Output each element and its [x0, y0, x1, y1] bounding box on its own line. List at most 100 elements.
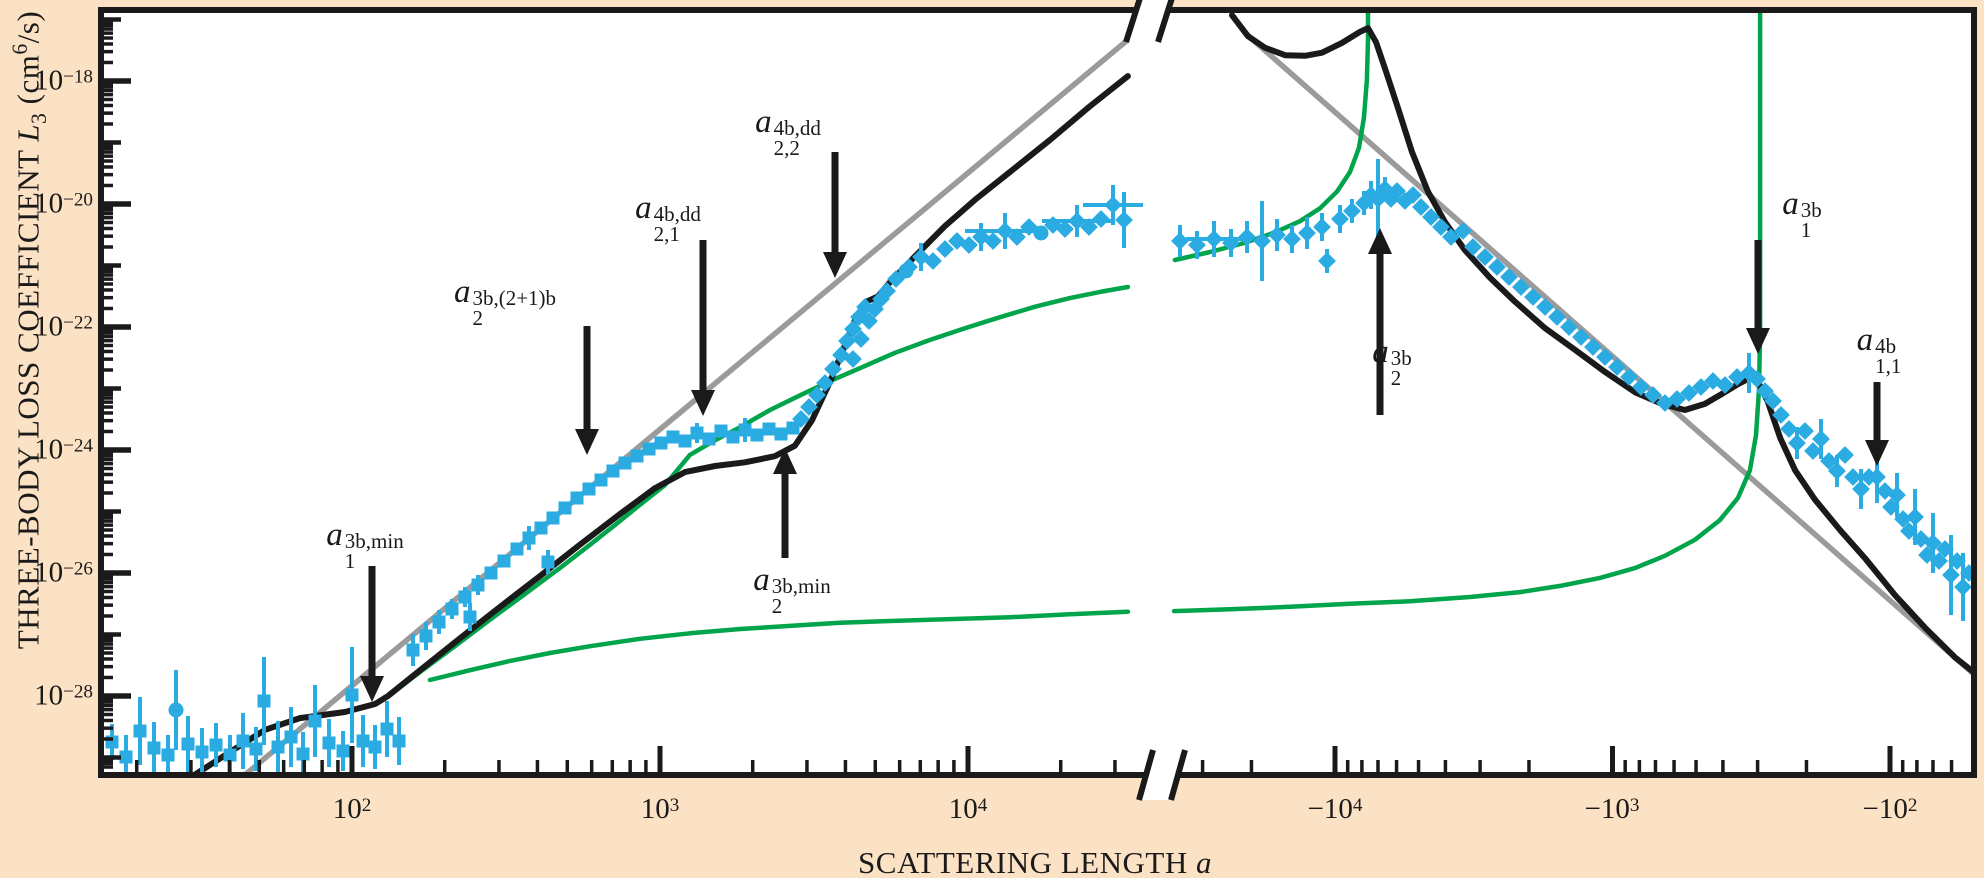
annotation-label-a2-3b-2plus1b: a 3b,(2+1)b 2: [453, 274, 557, 330]
curves-layer: [105, 10, 1974, 775]
y-axis-symbol-sub: 3: [26, 112, 51, 124]
annotation-arrow-head-a22-4b-dd: [823, 252, 847, 278]
data-point-diamond: [1680, 384, 1698, 402]
data-point-square: [642, 442, 656, 456]
y-tick-label: 10−26: [34, 556, 93, 589]
data-point-square: [161, 748, 175, 762]
data-point-square: [249, 742, 263, 756]
data-point-square: [774, 427, 788, 441]
data-point-square: [463, 610, 477, 624]
data-point-square: [618, 456, 632, 470]
data-point-diamond: [1764, 392, 1782, 410]
y-tick-label: 10−18: [34, 64, 93, 97]
annotation-arrow-head-a2-3b: [1368, 228, 1392, 254]
y-tick-label: 10−28: [34, 679, 93, 712]
data-point-square: [368, 740, 382, 754]
annotation-symbol: a: [755, 104, 772, 141]
data-point-diamond: [1888, 486, 1906, 504]
axis-break-mark-bottom: [1136, 749, 1156, 801]
annotation-label-a2-3b: a 3b 2: [1372, 334, 1412, 390]
data-point-diamond: [1536, 298, 1554, 316]
x-tick-label: −104: [1307, 793, 1363, 825]
data-point-diamond: [1524, 288, 1542, 306]
x-axis-title-text: SCATTERING LENGTH: [858, 845, 1196, 878]
data-point-square: [271, 740, 285, 754]
data-point-square: [392, 734, 406, 748]
data-point-diamond: [1756, 382, 1774, 400]
data-point-diamond: [1560, 318, 1578, 336]
data-point-square: [445, 602, 459, 616]
data-point-square: [546, 511, 560, 525]
data-point-diamond: [1796, 422, 1814, 440]
data-point-square: [666, 430, 680, 444]
data-point-square: [236, 734, 250, 748]
data-point-diamond: [1836, 446, 1854, 464]
data-point-square: [257, 694, 271, 708]
data-point-square: [209, 738, 223, 752]
data-point-diamond: [1548, 308, 1566, 326]
data-point-square: [510, 542, 524, 556]
y-tick-label: 10−24: [34, 433, 93, 466]
data-point-diamond: [1692, 378, 1710, 396]
data-point-square: [380, 722, 394, 736]
data-point-square: [654, 436, 668, 450]
axis-break-mark-top: [1123, 0, 1143, 43]
annotation-symbol: a: [453, 274, 471, 311]
data-point-square: [714, 424, 728, 438]
data-point-square: [458, 590, 472, 604]
data-point-square: [594, 473, 608, 487]
annotation-symbol: a: [635, 190, 652, 227]
annotation-arrow-head-a1-3b: [1746, 328, 1770, 354]
annotation-symbol: a: [1856, 322, 1874, 359]
data-point-square: [750, 428, 764, 442]
data-point-square: [497, 554, 511, 568]
data-point-diamond: [1820, 452, 1838, 470]
data-point-square: [432, 615, 446, 629]
data-point-square: [419, 629, 433, 643]
data-point-square: [322, 736, 336, 750]
data-point-square: [678, 434, 692, 448]
data-point-square: [582, 482, 596, 496]
data-point-circle: [168, 702, 184, 718]
x-tick-label: 102: [332, 793, 372, 825]
data-point-diamond: [1608, 358, 1626, 376]
curve-gray-left: [242, 37, 1131, 775]
data-point-diamond: [1852, 480, 1870, 498]
data-point-diamond: [1716, 376, 1734, 394]
data-point-diamond: [1812, 430, 1830, 448]
annotation-label-a2-3b-min: a 3b,min 2: [753, 562, 831, 618]
data-point-diamond: [1772, 406, 1790, 424]
data-point-diamond: [936, 240, 954, 258]
y-axis-unit-sup: 6: [8, 43, 33, 55]
x-axis-symbol: a: [1195, 845, 1212, 878]
data-point-diamond: [1828, 462, 1846, 480]
data-point-square: [223, 748, 237, 762]
data-point-square: [119, 750, 133, 764]
annotation-arrow-head-a1-3b-min: [360, 676, 384, 702]
data-point-square: [356, 734, 370, 748]
annotation-label-a21-4b-dd: a 4b,dd 2,1: [635, 190, 701, 246]
annotation-arrow-head-a2-3b-2plus1b: [575, 429, 599, 455]
curve-green-right: [1171, 10, 1763, 614]
data-point-diamond: [1620, 368, 1638, 386]
data-point-square: [296, 747, 310, 761]
data-point-diamond: [996, 222, 1014, 240]
annotation-symbol: a: [1372, 334, 1389, 371]
y-axis-unit-post: /s): [10, 10, 46, 44]
axis-break-mark-bottom: [1168, 749, 1188, 801]
curve-green-left: [427, 609, 1131, 683]
data-point-square: [570, 491, 584, 505]
data-point-diamond: [1844, 468, 1862, 486]
annotation-arrow-head-a2-3b-min: [773, 448, 797, 474]
data-point-diamond: [1644, 386, 1662, 404]
data-point-diamond: [1748, 370, 1766, 388]
annotation-symbol: a: [326, 517, 343, 554]
data-point-square: [630, 449, 644, 463]
annotation-arrow-head-a11-4b: [1865, 440, 1889, 466]
data-point-square: [181, 737, 195, 751]
data-point-square: [606, 464, 620, 478]
data-point-diamond: [1868, 468, 1886, 486]
data-point-diamond: [960, 236, 978, 254]
annotation-symbol: a: [753, 562, 770, 599]
curve-black-right: [1229, 12, 1974, 677]
